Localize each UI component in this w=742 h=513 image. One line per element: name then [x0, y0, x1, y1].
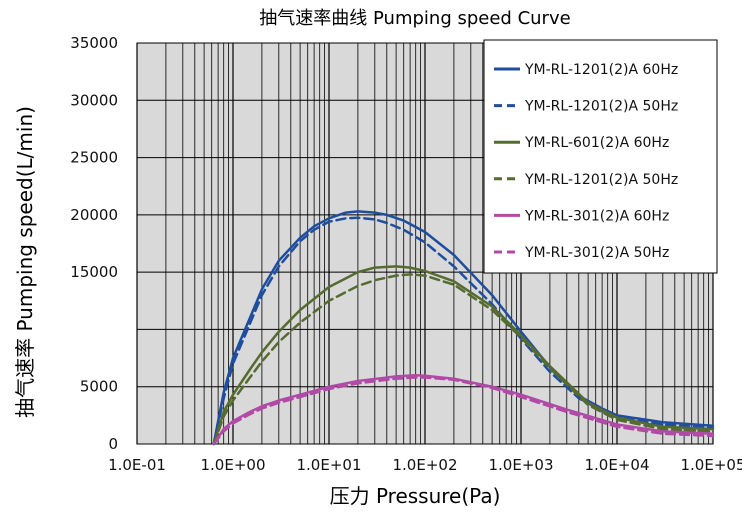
x-tick-label: 1.0E+00 [201, 456, 266, 474]
x-tick-label: 1.0E+03 [489, 456, 554, 474]
legend-box [483, 39, 718, 274]
y-tick-label: 35000 [70, 34, 118, 52]
x-axis-label: 压力 Pressure(Pa) [330, 484, 501, 508]
chart-title: 抽气速率曲线 Pumping speed Curve [259, 8, 570, 29]
x-axis-ticks: 1.0E-01 1.0E+00 1.0E+01 1.0E+02 1.0E+03 1.0E+… [108, 456, 742, 474]
x-tick-label: 1.0E+02 [393, 456, 458, 474]
x-tick-label: 1.0E-01 [108, 456, 166, 474]
legend-label: YM-RL-1201(2)A 50Hz [524, 172, 678, 188]
y-tick-label: 15000 [70, 263, 118, 281]
series-line-5 [212, 374, 715, 446]
y-axis-ticks: 0 5000 15000 20000 25000 30000 35000 [70, 34, 118, 453]
y-tick-label: 5000 [80, 378, 118, 396]
legend-label: YM-RL-601(2)A 60Hz [524, 135, 669, 151]
legend-label: YM-RL-301(2)A 60Hz [524, 208, 669, 224]
y-tick-label: 0 [108, 435, 118, 453]
y-tick-label: 20000 [70, 206, 118, 224]
legend-label: YM-RL-1201(2)A 50Hz [524, 99, 678, 115]
legend-label: YM-RL-1201(2)A 60Hz [524, 62, 678, 78]
series-line-3 [212, 265, 715, 446]
x-tick-label: 1.0E+01 [297, 456, 362, 474]
series-line-4 [212, 273, 715, 446]
y-tick-label: 25000 [70, 149, 118, 167]
x-tick-label: 1.0E+05 [681, 456, 742, 474]
series-line-6 [212, 376, 715, 446]
y-axis-label: 抽气速率 Pumping speed(L/min) [13, 106, 37, 418]
legend: YM-RL-1201(2)A 60Hz YM-RL-1201(2)A 50Hz YM… [483, 39, 718, 274]
legend-label: YM-RL-301(2)A 50Hz [524, 245, 669, 261]
y-tick-label: 30000 [70, 91, 118, 109]
x-tick-label: 1.0E+04 [585, 456, 650, 474]
series-layer [212, 210, 715, 446]
